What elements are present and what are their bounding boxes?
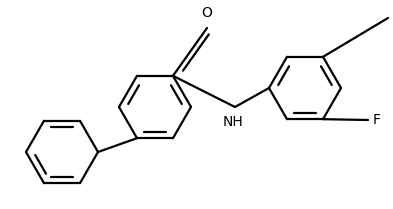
Text: O: O <box>202 6 213 20</box>
Text: F: F <box>373 113 381 127</box>
Text: NH: NH <box>223 115 243 129</box>
